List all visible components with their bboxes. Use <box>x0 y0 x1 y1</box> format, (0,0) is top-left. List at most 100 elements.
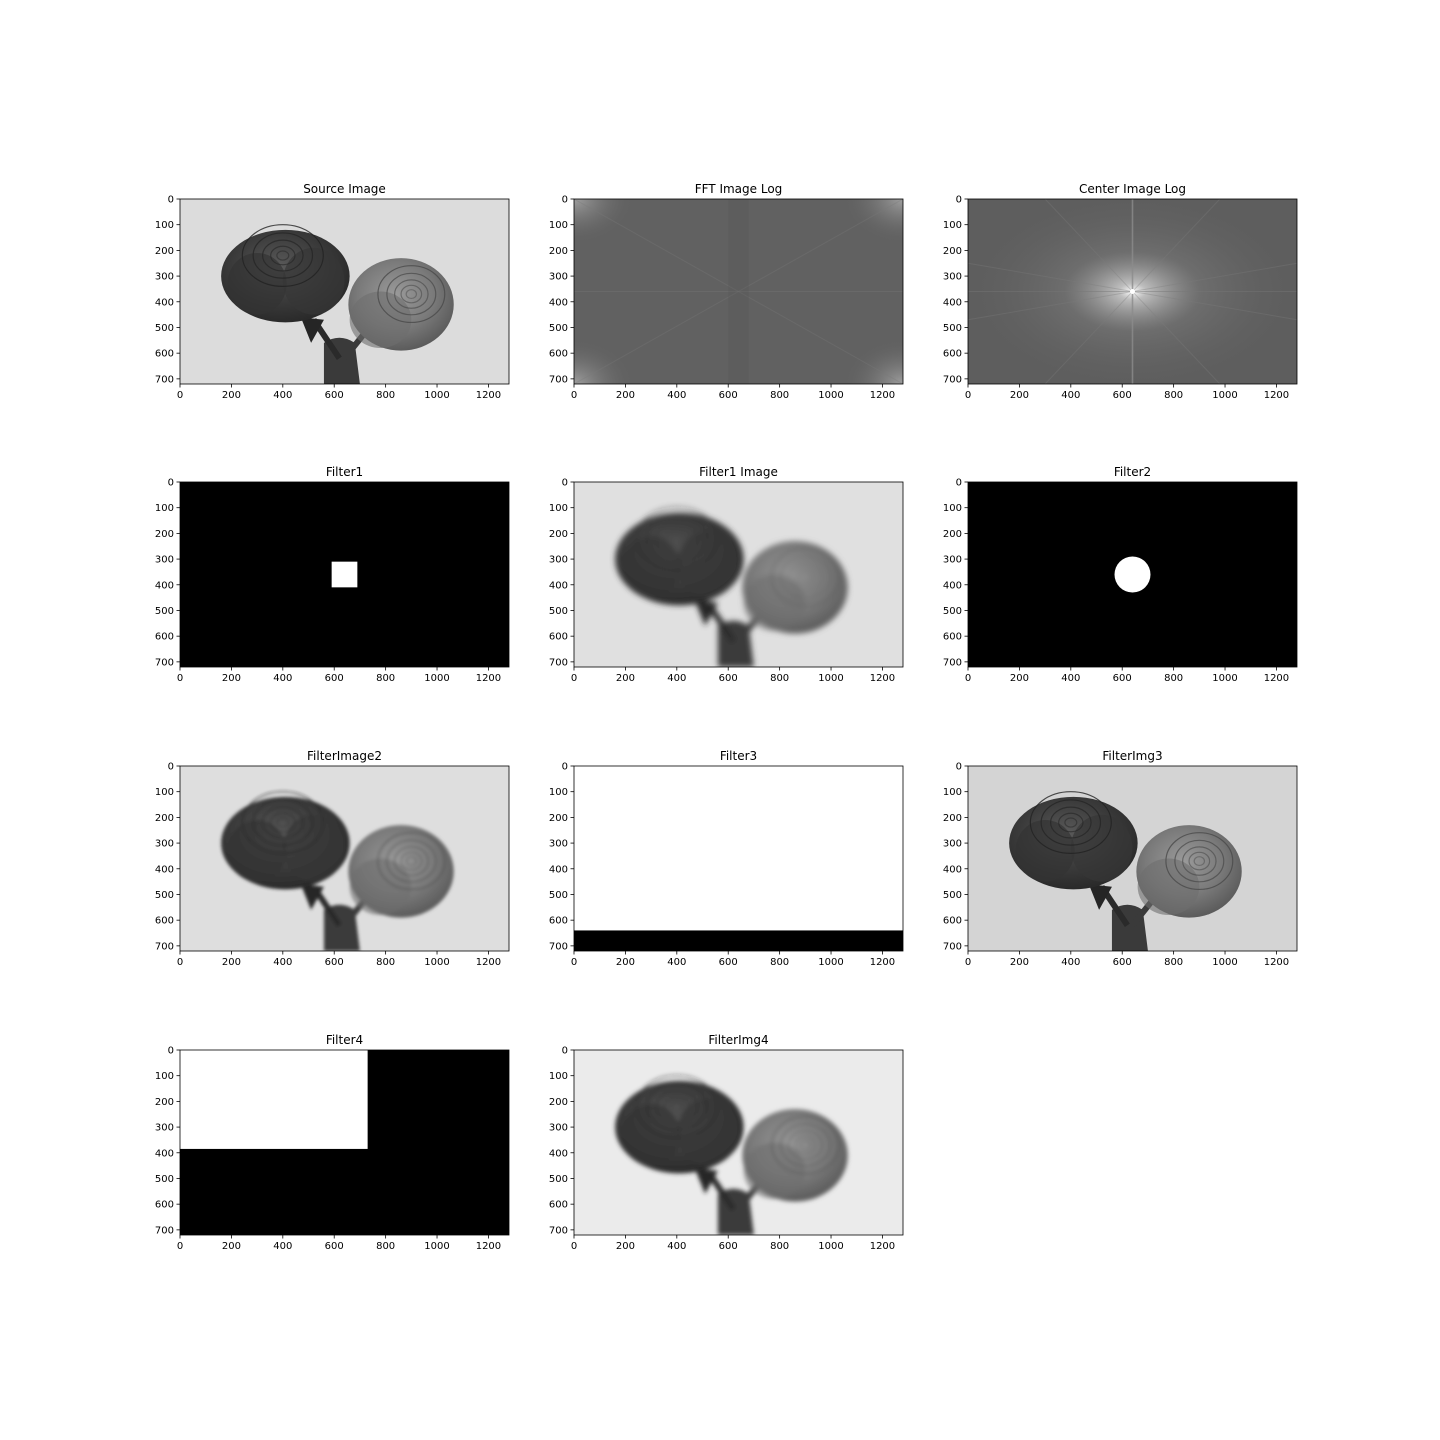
x-tick-label: 400 <box>1061 957 1080 968</box>
subplot-panel: Filter3 0 200 400 600 800 1000 1200 0 100 200 300 40… <box>549 749 904 968</box>
leaf-shape <box>300 317 324 343</box>
axes-frame <box>967 481 1298 668</box>
spectrum-dc-point <box>1130 289 1135 294</box>
y-tick-label: 600 <box>549 916 568 927</box>
petal-ring <box>771 1116 840 1175</box>
subplot-panel: FilterImg3 0 200 400 600 800 1000 1200 0 100 200 30… <box>943 749 1298 968</box>
y-tick-label: 500 <box>549 323 568 334</box>
x-tick-label: 600 <box>719 957 738 968</box>
petal-ring <box>799 1140 812 1151</box>
x-tick-label: 800 <box>770 1241 789 1252</box>
spectrum-streak <box>574 199 903 384</box>
spectrum-streak <box>574 199 903 384</box>
subplot-panel: Source Image 0 200 400 600 800 1000 1200 0 100 200… <box>155 182 510 401</box>
y-tick-label: 0 <box>956 762 962 773</box>
spectrum-corner-glow <box>574 199 634 244</box>
plot-area <box>180 1050 509 1235</box>
petal-ring <box>780 555 831 599</box>
x-tick-label: 1000 <box>1212 390 1237 401</box>
plot-area <box>968 482 1297 667</box>
axes-frame <box>179 198 510 385</box>
leaf-shape <box>694 1168 718 1194</box>
petal-shape <box>227 819 287 882</box>
subplot-panel: Filter1 Image 0 200 400 600 800 1000 1200 0 100 20… <box>549 465 904 684</box>
x-tick-label: 1200 <box>870 957 895 968</box>
petal-ring <box>788 562 823 592</box>
subplot-panel: FilterImg4 0 200 400 600 800 1000 1200 0 100 200 30… <box>549 1033 904 1252</box>
petal-shape <box>1070 814 1133 882</box>
y-tick-label: 400 <box>549 580 568 591</box>
y-tick-label: 100 <box>155 220 174 231</box>
petal-ring <box>276 817 290 828</box>
x-tick-label: 1200 <box>1264 673 1289 684</box>
mask-region <box>1114 556 1151 593</box>
x-tick-label: 1200 <box>1264 390 1289 401</box>
subplot-title: Filter3 <box>720 749 757 763</box>
y-tick-label: 300 <box>155 555 174 566</box>
x-tick-label: 1200 <box>476 1241 501 1252</box>
axes-frame <box>179 1049 510 1236</box>
y-tick-label: 400 <box>943 297 962 308</box>
x-tick-label: 200 <box>222 390 241 401</box>
y-tick-label: 700 <box>943 374 962 385</box>
mask-region <box>331 561 358 588</box>
y-tick-label: 700 <box>155 657 174 668</box>
x-tick-label: 400 <box>667 1241 686 1252</box>
y-tick-label: 200 <box>549 246 568 257</box>
petal-shape <box>349 858 412 916</box>
x-tick-label: 600 <box>325 957 344 968</box>
x-tick-label: 1000 <box>424 957 449 968</box>
x-tick-label: 200 <box>616 957 635 968</box>
y-tick-label: 400 <box>549 864 568 875</box>
x-tick-label: 800 <box>376 957 395 968</box>
leaf-shape <box>694 600 718 626</box>
x-tick-label: 200 <box>222 1241 241 1252</box>
petal-ring <box>252 799 314 846</box>
petal-ring <box>252 232 314 279</box>
petal-ring <box>377 832 446 891</box>
y-tick-label: 700 <box>549 1225 568 1236</box>
petal-ring <box>386 839 437 883</box>
petal-ring <box>1058 812 1084 833</box>
y-tick-label: 700 <box>549 374 568 385</box>
subplot-title: FilterImg3 <box>1102 749 1162 763</box>
x-tick-label: 1000 <box>818 673 843 684</box>
y-tick-label: 0 <box>956 195 962 206</box>
subplot-panel: Center Image Log 0 200 400 600 800 1000 1200 0 10… <box>943 182 1298 401</box>
y-tick-label: 700 <box>549 941 568 952</box>
subplot-panel: Filter2 0 200 400 600 800 1000 1200 0 100 200 300 40… <box>943 465 1298 684</box>
petal-ring <box>635 1075 718 1138</box>
plot-area <box>180 766 509 951</box>
petal-ring <box>664 1096 690 1117</box>
x-tick-label: 1200 <box>476 673 501 684</box>
x-tick-label: 800 <box>1164 673 1183 684</box>
x-tick-label: 1000 <box>1212 673 1237 684</box>
petal-ring <box>646 1083 708 1130</box>
x-tick-label: 600 <box>719 1241 738 1252</box>
x-tick-label: 1200 <box>1264 957 1289 968</box>
x-tick-label: 400 <box>273 1241 292 1252</box>
x-tick-label: 200 <box>222 673 241 684</box>
axes-frame <box>967 198 1298 385</box>
y-tick-label: 0 <box>562 478 568 489</box>
x-tick-label: 1000 <box>424 673 449 684</box>
x-tick-label: 200 <box>616 390 635 401</box>
x-tick-label: 800 <box>376 1241 395 1252</box>
petal-ring <box>1188 851 1211 871</box>
subplot-title: Filter1 <box>326 465 363 479</box>
y-tick-label: 0 <box>956 478 962 489</box>
y-tick-label: 400 <box>549 1148 568 1159</box>
subplot-title: FilterImg4 <box>708 1033 768 1047</box>
petal-shape <box>743 574 806 632</box>
y-tick-label: 200 <box>943 813 962 824</box>
x-tick-label: 0 <box>965 390 971 401</box>
petal-ring <box>241 791 324 854</box>
x-tick-label: 600 <box>1113 957 1132 968</box>
y-tick-label: 600 <box>155 632 174 643</box>
x-tick-label: 0 <box>177 1241 183 1252</box>
x-tick-label: 1000 <box>818 957 843 968</box>
y-tick-label: 400 <box>155 1148 174 1159</box>
petal-ring <box>1049 806 1092 839</box>
petal-shape <box>349 291 412 349</box>
axes-frame <box>179 765 510 952</box>
